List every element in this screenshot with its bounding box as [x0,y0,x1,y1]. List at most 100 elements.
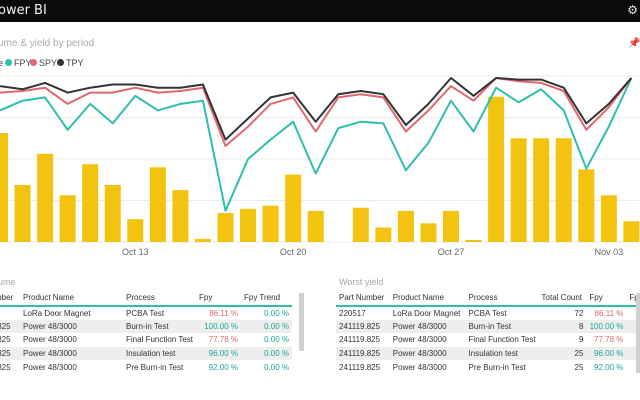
volume-bar[interactable] [397,210,414,242]
volume-bar[interactable] [217,212,234,242]
volume-bar[interactable] [262,205,279,242]
cell-product-name: Power 48/3000 [20,346,123,361]
volume-bar[interactable] [533,138,550,242]
legend-item-fpy[interactable]: FPY [5,58,32,68]
cell-fpy: 96.00 % [196,346,241,361]
volume-bar[interactable] [240,208,257,242]
x-tick-label: Oct 20 [280,247,307,257]
volume-bar[interactable] [194,238,211,242]
volume-yield-chart[interactable]: Oct 13 Oct 20 Oct 27 Nov 03 [0,0,640,262]
volume-bar[interactable] [104,184,121,242]
column-header-fpy[interactable]: Fpy [196,289,241,307]
cell-process: PCBA Test [126,308,165,318]
cell-process: Burn-in Test [465,319,539,334]
right-table-scrollbar[interactable] [636,293,640,373]
cell-fpy: 100.00 % [196,319,241,334]
column-header-part-number[interactable]: Part Number [336,289,390,307]
table-row[interactable]: LoRa Door Magnet PCBA Test 86.11 % 0.00 … [0,306,292,320]
cell-process: Final Function Test [126,335,193,345]
volume-bar[interactable] [14,184,31,242]
cell-process: Pre Burn-in Test [468,362,526,372]
column-header-process[interactable]: Process [465,289,539,307]
x-tick-label: Oct 27 [438,247,465,257]
series-line-spy[interactable] [0,77,633,147]
volume-bar[interactable] [172,190,189,242]
legend-dot-fpy [5,59,12,67]
cell-part-number: .825 [0,335,11,345]
volume-bar[interactable] [623,221,640,242]
pin-icon[interactable]: 📌 [628,38,640,49]
cell-process: PCBA Test [468,308,507,318]
cell-product-name: Power 48/3000 [392,335,447,345]
volume-bar[interactable] [375,227,392,242]
x-tick-label: Oct 13 [122,247,149,257]
cell-fpy-trend: 0.00 % [241,346,292,361]
right-table-title: Worst yield [339,277,384,287]
volume-bar[interactable] [555,138,572,242]
column-header-part-number[interactable]: mber [0,289,20,307]
cell-part-number: .825 [0,319,20,334]
volume-bar[interactable] [578,169,595,242]
cell-product-name: Power 48/3000 [23,362,77,372]
table-row[interactable]: .825 Power 48/3000 Insulation test 96.00… [0,346,292,361]
series-line-tpy[interactable] [0,77,633,141]
volume-bar[interactable] [443,210,459,242]
gear-icon[interactable]: ⚙ [627,3,638,17]
cell-fpy-trend: 0.00 % [264,335,289,345]
volume-bar[interactable] [59,195,76,242]
worst-yield-table[interactable]: Part Number Product Name Process Total C… [336,289,640,374]
volume-bar[interactable] [307,210,324,242]
column-header-total-count[interactable]: Total Count [538,289,587,307]
cell-fpy-trend: 0.00 % [241,319,292,334]
cell-product-name: Power 48/3000 [23,335,77,345]
volume-bar[interactable] [420,223,437,242]
chart-title: ume & yield by period [0,38,95,49]
series-line-fpy[interactable] [0,77,633,212]
legend-item-spy[interactable]: SPY [30,58,57,68]
cell-total-count: 9 [578,335,584,345]
table-row[interactable]: 241119.825 Power 48/3000 Final Function … [336,333,640,347]
volume-bar[interactable] [352,207,369,242]
column-header-product-name[interactable]: Product Name [389,289,466,307]
legend-label-tpy: TPY [66,58,84,68]
column-header-fpy-trend[interactable]: Fpy Trend [241,289,292,307]
volume-bar[interactable] [37,153,54,242]
legend-dot-tpy [57,59,64,67]
left-table-scrollbar[interactable] [299,293,304,351]
table-row[interactable]: 241119.825 Power 48/3000 Burn-in Test 8 … [336,319,640,334]
table-row[interactable]: .825 Power 48/3000 Burn-in Test 100.00 %… [0,319,292,334]
cell-total-count: 72 [574,308,584,318]
volume-bar[interactable] [0,133,8,242]
cell-fpy: 92.00 % [208,362,238,372]
column-header-fpy[interactable]: Fpy [586,289,627,307]
x-tick-label: Nov 03 [595,247,624,257]
column-header-product-name[interactable]: Product Name [20,289,123,307]
cell-total-count: 8 [538,319,587,334]
volume-table[interactable]: mber Product Name Process Fpy Fpy Trend … [0,289,292,374]
cell-fpy: 92.00 % [594,362,624,372]
table-row[interactable]: 241119.825 Power 48/3000 Pre Burn-in Tes… [336,360,640,374]
volume-bar[interactable] [465,239,482,242]
legend-item-tpy[interactable]: TPY [57,58,84,68]
legend-label-spy: SPY [39,58,58,68]
table-row[interactable]: .825 Power 48/3000 Pre Burn-in Test 92.0… [0,360,292,374]
cell-fpy: 86.11 % [209,308,238,318]
column-header-process[interactable]: Process [123,289,196,307]
legend-item-volume[interactable]: e [0,58,3,68]
table-row[interactable]: .825 Power 48/3000 Final Function Test 7… [0,333,292,347]
volume-bar[interactable] [510,138,527,242]
table-header-row: mber Product Name Process Fpy Fpy Trend [0,289,292,307]
cell-fpy: 86.11 % [594,308,624,318]
volume-bar[interactable] [127,219,144,242]
cell-part-number [0,306,20,320]
table-row[interactable]: 220517 LoRa Door Magnet PCBA Test 72 86.… [336,306,640,320]
cell-part-number: .825 [0,346,20,361]
volume-bar[interactable] [82,164,99,242]
volume-bar[interactable] [600,195,617,242]
app-title: ower BI [0,3,47,18]
volume-bar[interactable] [149,167,166,242]
volume-bar[interactable] [285,174,302,242]
volume-bar[interactable] [488,96,505,242]
cell-part-number: 241119.825 [336,346,390,361]
table-row[interactable]: 241119.825 Power 48/3000 Insulation test… [336,346,640,361]
